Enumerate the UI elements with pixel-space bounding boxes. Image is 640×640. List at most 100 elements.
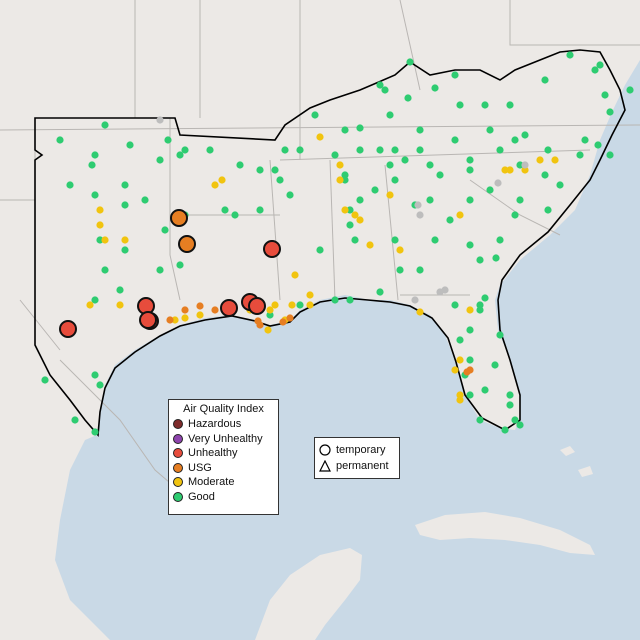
monitor-good-marker[interactable] xyxy=(181,146,189,154)
monitor-good-marker[interactable] xyxy=(566,51,574,59)
monitor-good-marker[interactable] xyxy=(416,126,424,134)
monitor-moderate-marker[interactable] xyxy=(506,166,514,174)
monitor-good-marker[interactable] xyxy=(506,101,514,109)
monitor-good-marker[interactable] xyxy=(164,136,172,144)
monitor-moderate-marker[interactable] xyxy=(501,166,509,174)
monitor-good-marker[interactable] xyxy=(626,86,634,94)
monitor-good-marker[interactable] xyxy=(356,124,364,132)
monitor-moderate-marker[interactable] xyxy=(291,271,299,279)
monitor-usg-marker[interactable] xyxy=(256,321,264,329)
monitor-good-marker[interactable] xyxy=(286,191,294,199)
monitor-usg-marker[interactable] xyxy=(279,318,287,326)
temporary-unhealthy-marker[interactable] xyxy=(248,297,266,315)
monitor-moderate-marker[interactable] xyxy=(211,181,219,189)
monitor-good-marker[interactable] xyxy=(221,206,229,214)
monitor-good-marker[interactable] xyxy=(466,241,474,249)
monitor-moderate-marker[interactable] xyxy=(351,211,359,219)
monitor-good-marker[interactable] xyxy=(544,206,552,214)
monitor-good-marker[interactable] xyxy=(466,356,474,364)
monitor-good-marker[interactable] xyxy=(486,186,494,194)
monitor-good-marker[interactable] xyxy=(231,211,239,219)
monitor-good-marker[interactable] xyxy=(601,91,609,99)
monitor-moderate-marker[interactable] xyxy=(521,166,529,174)
monitor-good-marker[interactable] xyxy=(96,381,104,389)
temporary-unhealthy-marker[interactable] xyxy=(263,240,281,258)
monitor-good-marker[interactable] xyxy=(476,306,484,314)
legend-item-usg[interactable]: USG xyxy=(169,461,278,476)
monitor-moderate-marker[interactable] xyxy=(101,236,109,244)
monitor-good-marker[interactable] xyxy=(506,401,514,409)
monitor-moderate-marker[interactable] xyxy=(386,191,394,199)
monitor-moderate-marker[interactable] xyxy=(96,221,104,229)
monitor-no-data-marker[interactable] xyxy=(411,296,419,304)
monitor-good-marker[interactable] xyxy=(91,428,99,436)
monitor-no-data-marker[interactable] xyxy=(156,116,164,124)
monitor-moderate-marker[interactable] xyxy=(456,396,464,404)
monitor-good-marker[interactable] xyxy=(276,176,284,184)
monitor-good-marker[interactable] xyxy=(376,146,384,154)
monitor-good-marker[interactable] xyxy=(481,294,489,302)
monitor-good-marker[interactable] xyxy=(431,84,439,92)
monitor-good-marker[interactable] xyxy=(521,131,529,139)
temporary-unhealthy-marker[interactable] xyxy=(59,320,77,338)
monitor-moderate-marker[interactable] xyxy=(96,206,104,214)
monitor-good-marker[interactable] xyxy=(161,226,169,234)
monitor-good-marker[interactable] xyxy=(606,151,614,159)
monitor-moderate-marker[interactable] xyxy=(416,308,424,316)
monitor-good-marker[interactable] xyxy=(541,171,549,179)
monitor-moderate-marker[interactable] xyxy=(336,161,344,169)
monitor-good-marker[interactable] xyxy=(356,146,364,154)
monitor-no-data-marker[interactable] xyxy=(494,179,502,187)
monitor-good-marker[interactable] xyxy=(501,426,509,434)
monitor-usg-marker[interactable] xyxy=(181,306,189,314)
monitor-good-marker[interactable] xyxy=(236,161,244,169)
monitor-good-marker[interactable] xyxy=(511,211,519,219)
monitor-moderate-marker[interactable] xyxy=(116,301,124,309)
monitor-good-marker[interactable] xyxy=(581,136,589,144)
monitor-good-marker[interactable] xyxy=(516,196,524,204)
monitor-good-marker[interactable] xyxy=(101,266,109,274)
monitor-good-marker[interactable] xyxy=(96,236,104,244)
monitor-moderate-marker[interactable] xyxy=(171,316,179,324)
legend-item-permanent[interactable]: permanent xyxy=(315,458,399,474)
monitor-good-marker[interactable] xyxy=(492,254,500,262)
monitor-good-marker[interactable] xyxy=(91,371,99,379)
legend-item-moderate[interactable]: Moderate xyxy=(169,475,278,490)
monitor-good-marker[interactable] xyxy=(126,141,134,149)
monitor-good-marker[interactable] xyxy=(511,136,519,144)
monitor-good-marker[interactable] xyxy=(346,296,354,304)
monitor-good-marker[interactable] xyxy=(176,261,184,269)
monitor-good-marker[interactable] xyxy=(396,266,404,274)
monitor-good-marker[interactable] xyxy=(121,246,129,254)
monitor-moderate-marker[interactable] xyxy=(396,246,404,254)
monitor-moderate-marker[interactable] xyxy=(366,241,374,249)
monitor-good-marker[interactable] xyxy=(376,288,384,296)
monitor-good-marker[interactable] xyxy=(91,296,99,304)
legend-item-temporary[interactable]: temporary xyxy=(315,442,399,458)
monitor-good-marker[interactable] xyxy=(346,221,354,229)
monitor-good-marker[interactable] xyxy=(121,181,129,189)
monitor-good-marker[interactable] xyxy=(476,301,484,309)
monitor-moderate-marker[interactable] xyxy=(456,356,464,364)
monitor-good-marker[interactable] xyxy=(91,191,99,199)
monitor-good-marker[interactable] xyxy=(331,296,339,304)
monitor-moderate-marker[interactable] xyxy=(121,236,129,244)
monitor-good-marker[interactable] xyxy=(541,76,549,84)
monitor-moderate-marker[interactable] xyxy=(218,176,226,184)
monitor-no-data-marker[interactable] xyxy=(441,286,449,294)
monitor-good-marker[interactable] xyxy=(356,196,364,204)
monitor-moderate-marker[interactable] xyxy=(356,216,364,224)
monitor-good-marker[interactable] xyxy=(386,111,394,119)
monitor-good-marker[interactable] xyxy=(311,111,319,119)
monitor-good-marker[interactable] xyxy=(596,61,604,69)
monitor-good-marker[interactable] xyxy=(281,146,289,154)
monitor-good-marker[interactable] xyxy=(456,101,464,109)
monitor-good-marker[interactable] xyxy=(451,301,459,309)
monitor-good-marker[interactable] xyxy=(486,126,494,134)
monitor-good-marker[interactable] xyxy=(256,166,264,174)
monitor-good-marker[interactable] xyxy=(416,146,424,154)
monitor-good-marker[interactable] xyxy=(91,151,99,159)
monitor-moderate-marker[interactable] xyxy=(341,206,349,214)
monitor-good-marker[interactable] xyxy=(446,216,454,224)
monitor-good-marker[interactable] xyxy=(491,361,499,369)
